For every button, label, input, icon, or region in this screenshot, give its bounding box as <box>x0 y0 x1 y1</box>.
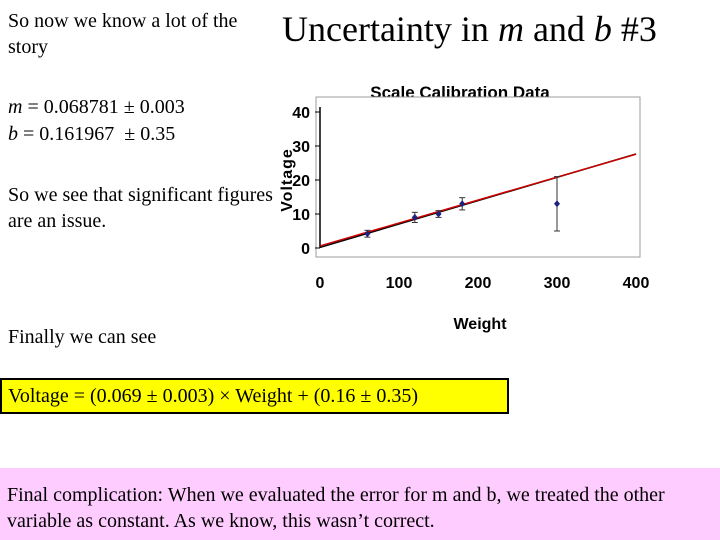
y-tick-label: 10 <box>292 207 310 224</box>
x-tick-label: 0 <box>316 275 325 292</box>
title-prefix: Uncertainty in <box>282 9 498 49</box>
final-complication-box: Final complication: When we evaluated th… <box>0 468 720 540</box>
title-suffix: #3 <box>611 9 657 49</box>
y-tick-label: 0 <box>301 241 310 258</box>
title-mid: and <box>523 9 594 49</box>
title-b: b <box>593 9 612 49</box>
finally-text: Finally we can see <box>8 326 157 348</box>
intro-text: So now we know a lot of the story <box>8 10 238 58</box>
slope-equation: m = 0.068781 ± 0.003 <box>8 95 185 119</box>
x-tick-label: 400 <box>623 275 650 292</box>
y-tick-label: 20 <box>292 173 310 190</box>
data-point <box>435 210 442 218</box>
y-tick-group: 0 10 20 30 40 <box>292 105 321 258</box>
intercept-value: = 0.161967 ± 0.35 <box>18 123 176 145</box>
data-point <box>364 230 371 238</box>
result-equation-box: Voltage = (0.069 ± 0.003) × Weight + (0.… <box>0 378 509 414</box>
x-tick-label: 100 <box>386 275 413 292</box>
intercept-variable: b <box>8 123 18 145</box>
x-tick-label: 300 <box>544 275 571 292</box>
slope-value: = 0.068781 ± 0.003 <box>22 96 185 118</box>
data-point-group <box>364 176 560 238</box>
x-axis-label: Weight <box>453 316 507 333</box>
data-point <box>411 213 418 221</box>
y-axis-label: Voltage <box>279 148 296 212</box>
y-tick-label: 40 <box>292 105 310 122</box>
data-point <box>554 200 560 208</box>
slide-title: Uncertainty in m and b #3 <box>282 6 657 52</box>
title-m: m <box>497 9 524 49</box>
fit-line <box>319 153 637 247</box>
data-point <box>459 200 466 208</box>
fit-line-group <box>319 153 637 249</box>
significant-figures-note: So we see that significant figures are a… <box>8 184 273 232</box>
x-tick-label: 200 <box>465 275 492 292</box>
x-tick-group: 0 100 200 300 400 <box>316 275 650 292</box>
y-tick-label: 30 <box>292 139 310 156</box>
scale-calibration-chart: Scale Calibration Data Weight Voltage 01… <box>279 83 650 333</box>
intercept-equation: b = 0.161967 ± 0.35 <box>8 122 175 146</box>
slope-variable: m <box>8 96 23 118</box>
